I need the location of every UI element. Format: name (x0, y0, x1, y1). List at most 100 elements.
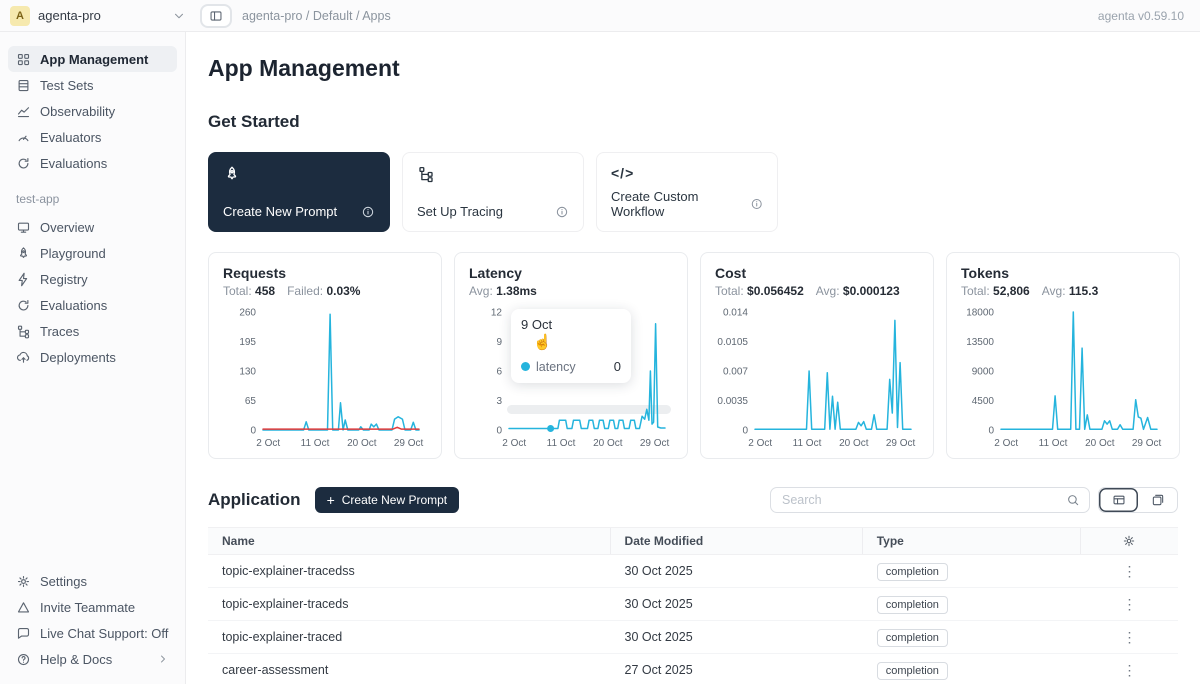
sidebar-item-invite-teammate[interactable]: Invite Teammate (8, 594, 177, 620)
row-actions-kebab[interactable]: ⋮ (1116, 595, 1142, 613)
cycle-icon (16, 298, 31, 313)
sidebar-item-label: Playground (40, 246, 106, 261)
sidebar-item-live-chat[interactable]: Live Chat Support: Off (8, 620, 177, 646)
sidebar-item-traces[interactable]: Traces (8, 318, 177, 344)
type-badge: completion (877, 563, 948, 581)
sidebar-item-playground[interactable]: Playground (8, 240, 177, 266)
svg-text:20 Oct: 20 Oct (1085, 438, 1115, 449)
svg-text:20 Oct: 20 Oct (347, 438, 377, 449)
date-modified: 30 Oct 2025 (611, 597, 863, 611)
table-view-button[interactable] (1099, 488, 1138, 512)
svg-text:20 Oct: 20 Oct (593, 438, 623, 449)
code-icon: </> (611, 165, 763, 181)
sidebar-item-app-management[interactable]: App Management (8, 46, 177, 72)
lightning-icon (16, 272, 31, 287)
create-new-prompt-button[interactable]: + Create New Prompt (315, 487, 460, 513)
sidebar-item-label: Live Chat Support: Off (40, 626, 168, 641)
metric-charts: Requests Total: 458 Failed: 0.03% 065130… (208, 252, 1178, 459)
trace-tree-icon (16, 324, 31, 339)
svg-text:195: 195 (239, 337, 256, 348)
chevron-down-icon (172, 9, 186, 23)
table-row[interactable]: topic-explainer-traceds 30 Oct 2025 comp… (208, 588, 1178, 621)
workspace-selector[interactable]: A agenta-pro (10, 6, 186, 26)
card-label: Create New Prompt (223, 204, 337, 219)
sidebar-item-registry[interactable]: Registry (8, 266, 177, 292)
table-row[interactable]: topic-explainer-tracedss 30 Oct 2025 com… (208, 555, 1178, 588)
create-new-prompt-card[interactable]: Create New Prompt (208, 152, 390, 232)
sidebar-item-deployments[interactable]: Deployments (8, 344, 177, 370)
apps-table: Name Date Modified Type topic-explainer-… (208, 527, 1178, 684)
sidebar-item-settings[interactable]: Settings (8, 568, 177, 594)
svg-text:0: 0 (988, 426, 994, 437)
svg-text:260: 260 (239, 308, 256, 319)
sidebar-item-label: Observability (40, 104, 115, 119)
row-actions-kebab[interactable]: ⋮ (1116, 562, 1142, 580)
info-icon[interactable] (361, 205, 375, 219)
column-header-name: Name (208, 528, 611, 554)
sidebar-item-observability[interactable]: Observability (8, 98, 177, 124)
search-icon[interactable] (1066, 493, 1080, 507)
row-actions-kebab[interactable]: ⋮ (1116, 661, 1142, 679)
card-view-button[interactable] (1138, 488, 1177, 512)
svg-text:9000: 9000 (972, 367, 995, 378)
table-row[interactable]: career-assessment 27 Oct 2025 completion… (208, 654, 1178, 684)
sidebar-item-evaluations[interactable]: Evaluations (8, 150, 177, 176)
svg-text:3: 3 (496, 396, 502, 407)
svg-text:29 Oct: 29 Oct (640, 438, 670, 449)
test-sets-icon (16, 78, 31, 93)
svg-text:11 Oct: 11 Oct (301, 438, 330, 449)
application-heading: Application (208, 490, 301, 510)
get-started-heading: Get Started (208, 112, 1178, 132)
page-title: App Management (208, 55, 1178, 82)
sidebar-item-test-sets[interactable]: Test Sets (8, 72, 177, 98)
sidebar-spacer (8, 370, 177, 568)
topbar: A agenta-pro agenta-pro / Default / Apps… (0, 0, 1200, 32)
sidebar-item-label: Registry (40, 272, 88, 287)
sidebar-item-evaluators[interactable]: Evaluators (8, 124, 177, 150)
monitor-icon (16, 220, 31, 235)
sidebar-item-label: App Management (40, 52, 148, 67)
card-view-icon (1151, 493, 1165, 507)
tooltip-series-label: latency (536, 360, 576, 374)
workspace-avatar: A (10, 6, 30, 26)
sidebar: App Management Test Sets Observability E… (0, 32, 186, 684)
svg-text:0.014: 0.014 (723, 308, 748, 319)
sidebar-item-app-evaluations[interactable]: Evaluations (8, 292, 177, 318)
view-toggle (1098, 487, 1178, 513)
svg-text:130: 130 (239, 367, 256, 378)
table-settings-gear-icon[interactable] (1122, 534, 1136, 548)
create-custom-workflow-card[interactable]: </> Create Custom Workflow (596, 152, 778, 232)
sidebar-item-overview[interactable]: Overview (8, 214, 177, 240)
svg-text:12: 12 (491, 308, 503, 319)
column-header-type: Type (863, 528, 1081, 554)
svg-text:29 Oct: 29 Oct (1132, 438, 1162, 449)
series-dot (521, 362, 530, 371)
sidebar-item-label: Settings (40, 574, 87, 589)
rocket-icon (16, 246, 31, 261)
cost-line-chart: 00.00350.0070.01050.0142 Oct11 Oct20 Oct… (715, 302, 919, 452)
help-icon (16, 652, 31, 667)
svg-text:2 Oct: 2 Oct (502, 438, 526, 449)
invite-icon (16, 600, 31, 615)
breadcrumb[interactable]: agenta-pro / Default / Apps (242, 9, 391, 23)
table-row[interactable]: topic-explainer-traced 30 Oct 2025 compl… (208, 621, 1178, 654)
sidebar-item-label: Evaluations (40, 298, 107, 313)
chart-title: Requests (223, 265, 427, 281)
app-name: topic-explainer-tracedss (208, 564, 611, 578)
sidebar-toggle-button[interactable] (200, 4, 232, 28)
sidebar-item-help-docs[interactable]: Help & Docs (8, 646, 177, 672)
chevron-right-icon (157, 653, 169, 665)
tokens-line-chart: 04500900013500180002 Oct11 Oct20 Oct29 O… (961, 302, 1165, 452)
type-badge: completion (877, 662, 948, 680)
chart-title: Latency (469, 265, 673, 281)
svg-text:18000: 18000 (966, 308, 994, 319)
observability-icon (16, 104, 31, 119)
info-icon[interactable] (750, 197, 763, 211)
gear-icon (16, 574, 31, 589)
svg-text:4500: 4500 (972, 396, 995, 407)
search-input[interactable] (780, 492, 1066, 508)
set-up-tracing-card[interactable]: Set Up Tracing (402, 152, 584, 232)
row-actions-kebab[interactable]: ⋮ (1116, 628, 1142, 646)
svg-text:11 Oct: 11 Oct (1039, 438, 1068, 449)
info-icon[interactable] (555, 205, 569, 219)
